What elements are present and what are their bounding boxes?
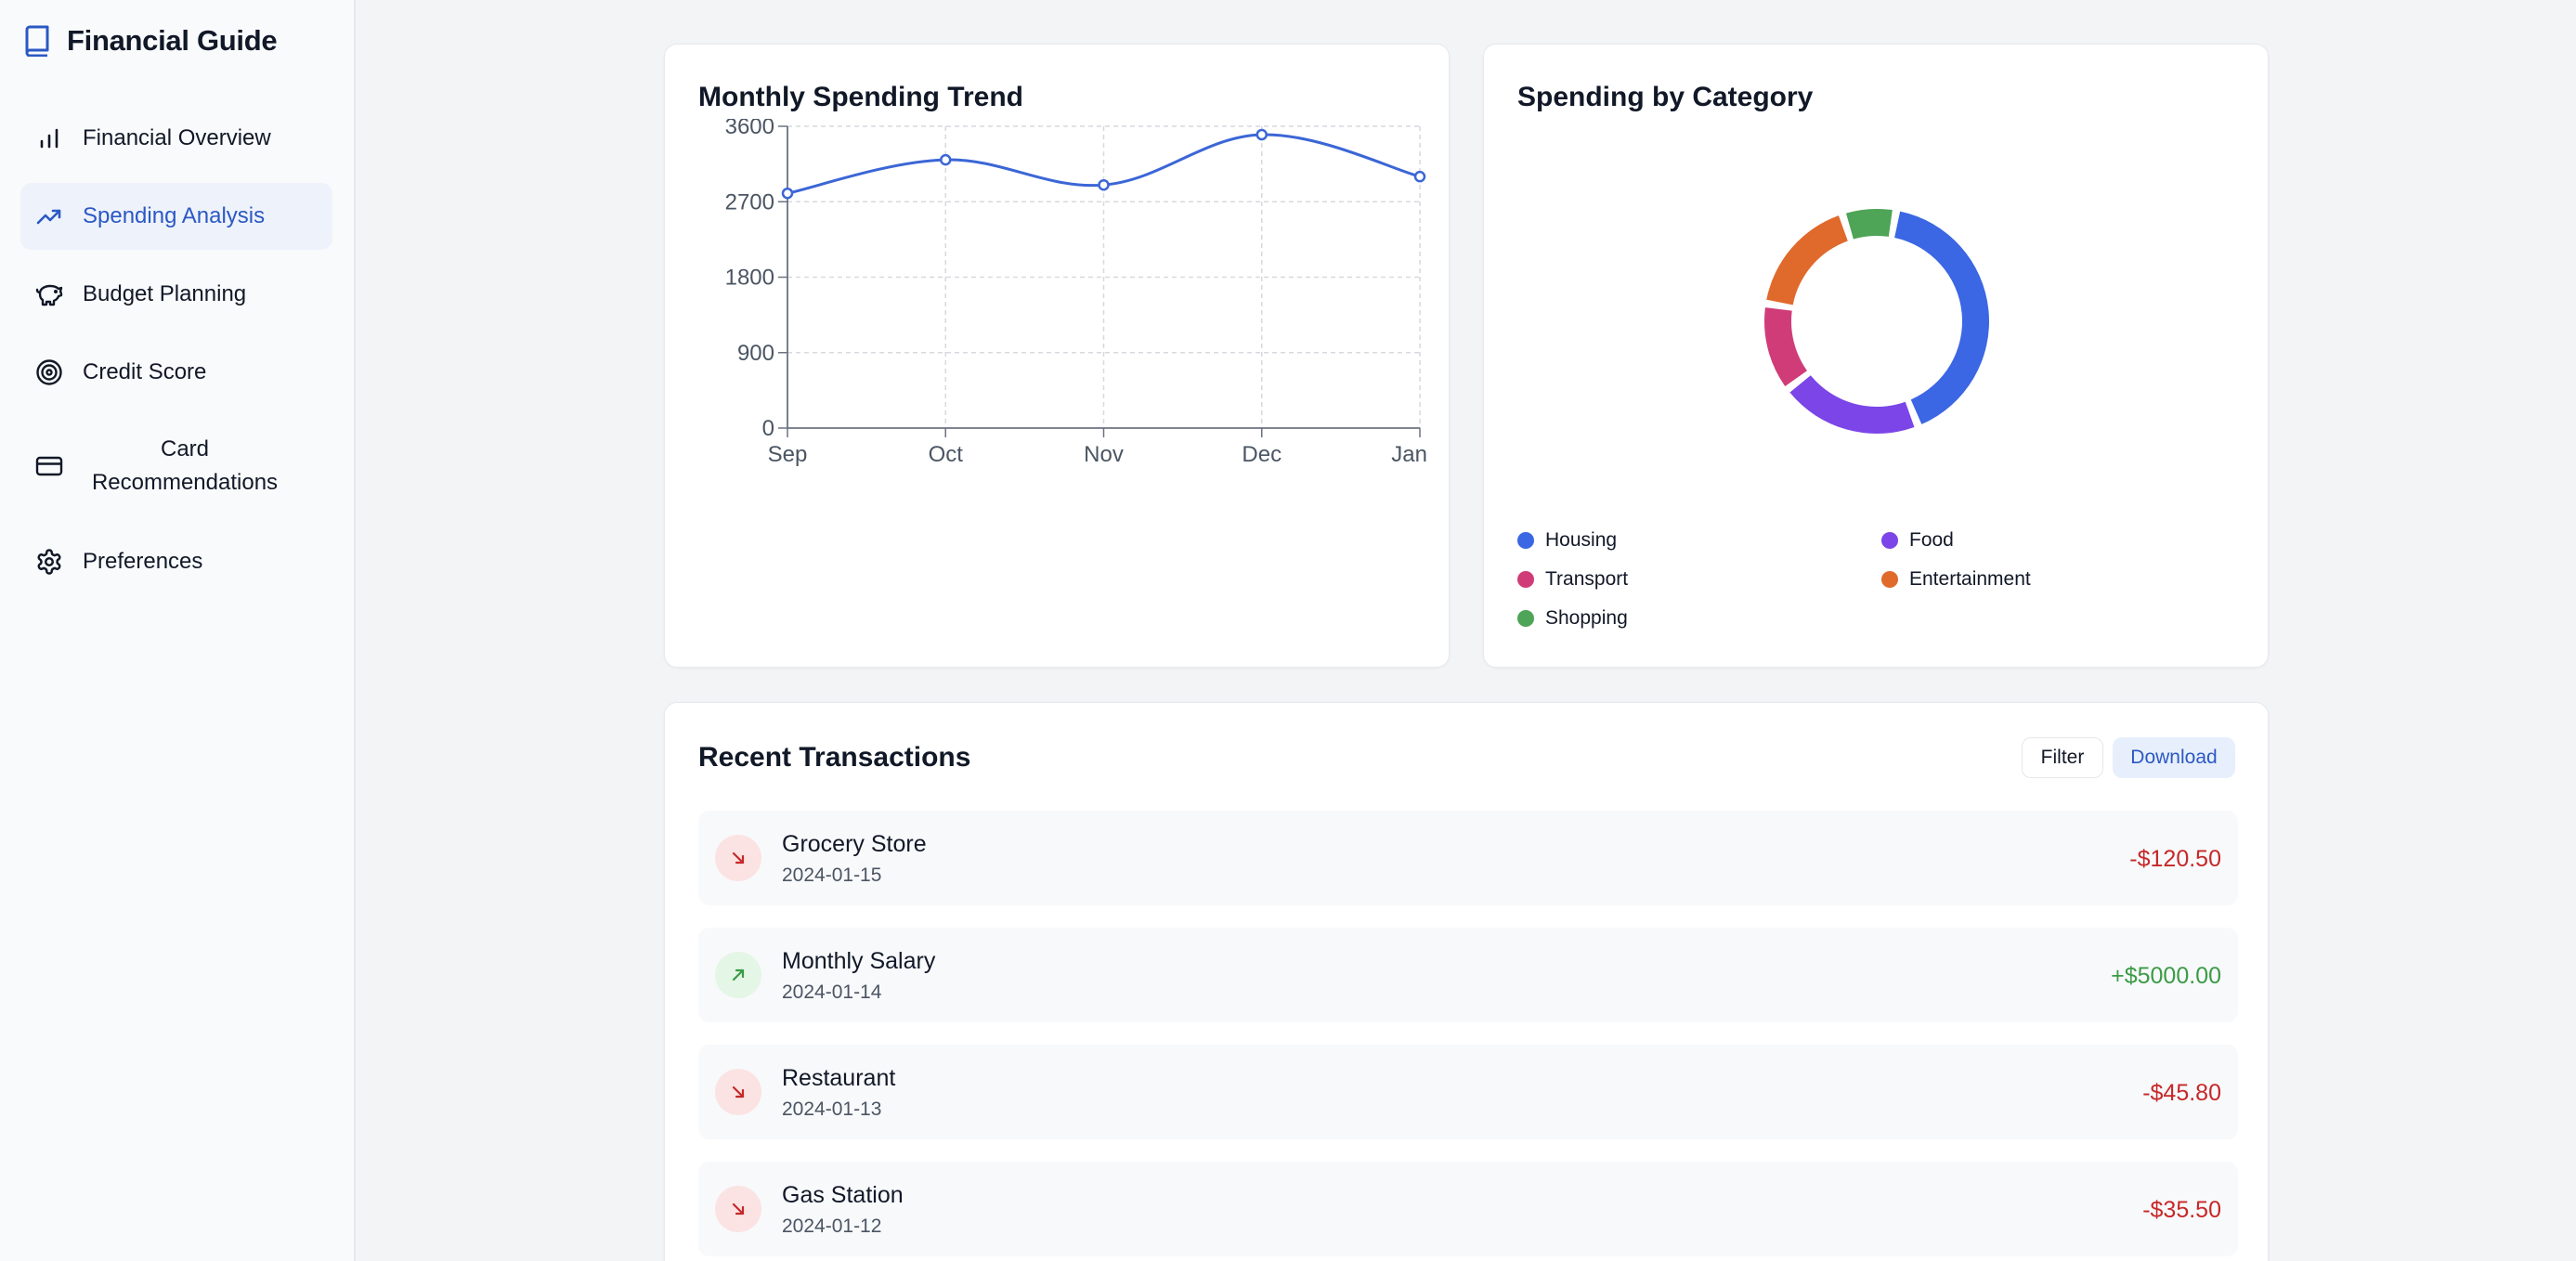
legend-label: Housing <box>1545 529 1618 551</box>
sidebar-item-label: Card Recommendations <box>91 436 279 495</box>
sidebar-item-budget-planning[interactable]: Budget Planning <box>20 271 332 318</box>
card-title: Spending by Category <box>1517 82 1814 112</box>
transaction-row[interactable]: Gas Station 2024-01-12 -$35.50 <box>698 1162 2238 1256</box>
brand: Financial Guide <box>24 20 278 61</box>
data-point[interactable] <box>1413 170 1426 183</box>
credit-card-icon <box>35 452 63 480</box>
legend-swatch <box>1881 532 1898 549</box>
transaction-name: Restaurant <box>782 1065 896 1091</box>
x-tick-label: Jan <box>1391 442 1427 467</box>
target-icon <box>35 358 63 386</box>
y-tick-label: 1800 <box>725 266 774 291</box>
y-tick-label: 0 <box>762 416 774 441</box>
donut-chart <box>1764 209 1989 435</box>
spending-trend-card: Monthly Spending Trend 0 900 1800 2700 3600 S… <box>664 44 1450 668</box>
gear-icon <box>35 548 63 576</box>
transaction-date: 2024-01-14 <box>782 982 882 1003</box>
card-title: Recent Transactions <box>698 742 971 773</box>
data-point[interactable] <box>1255 128 1268 141</box>
data-point[interactable] <box>940 153 952 166</box>
transaction-name: Monthly Salary <box>782 948 936 974</box>
donut-slice-housing[interactable] <box>1894 211 1989 424</box>
x-tick-label: Nov <box>1084 442 1124 467</box>
legend-item-transport: Transport <box>1517 568 1628 591</box>
legend-swatch <box>1517 571 1534 588</box>
sidebar-item-card-recommendations[interactable]: Card Recommendations <box>20 427 332 505</box>
sidebar-item-label: Spending Analysis <box>83 203 266 228</box>
sidebar-item-spending-analysis[interactable]: Spending Analysis <box>20 183 332 250</box>
sidebar-item-financial-overview[interactable]: Financial Overview <box>20 115 332 162</box>
legend-swatch <box>1517 610 1534 627</box>
transaction-date: 2024-01-13 <box>782 1098 882 1120</box>
legend-item-food: Food <box>1881 529 1954 552</box>
filter-button[interactable]: Filter <box>2022 737 2103 778</box>
sidebar-item-label: Credit Score <box>83 359 207 384</box>
donut-slice-transport[interactable] <box>1764 307 1807 386</box>
arrow-down-right-icon <box>715 1186 761 1232</box>
legend-swatch <box>1517 532 1534 549</box>
sidebar-item-label: Financial Overview <box>83 125 271 150</box>
transaction-name: Gas Station <box>782 1182 904 1208</box>
sidebar-item-label: Budget Planning <box>83 281 247 306</box>
download-button[interactable]: Download <box>2113 737 2235 778</box>
line-chart: 0 900 1800 2700 3600 Sep Oct Nov Dec Jan <box>725 119 1427 467</box>
card-title: Monthly Spending Trend <box>698 82 1023 112</box>
legend-label: Transport <box>1545 568 1629 590</box>
y-tick-label: 2700 <box>725 189 774 214</box>
piggy-bank-icon <box>35 280 63 308</box>
y-tick-label: 900 <box>737 341 774 366</box>
arrow-down-right-icon <box>715 835 761 881</box>
sidebar-item-preferences[interactable]: Preferences <box>20 539 332 585</box>
transaction-date: 2024-01-15 <box>782 864 882 886</box>
legend-item-entertainment: Entertainment <box>1881 568 2031 591</box>
donut-slice-shopping[interactable] <box>1845 209 1893 240</box>
x-tick-label: Oct <box>929 442 964 467</box>
category-card: Spending by Category Housing Food Transp… <box>1483 44 2269 668</box>
transaction-amount: -$45.80 <box>2142 1080 2221 1106</box>
sidebar-item-credit-score[interactable]: Credit Score <box>20 349 332 396</box>
arrow-down-right-icon <box>715 1069 761 1115</box>
data-point[interactable] <box>781 187 794 200</box>
data-point[interactable] <box>1098 178 1110 191</box>
donut-slice-entertainment[interactable] <box>1766 215 1848 306</box>
transaction-row[interactable]: Restaurant 2024-01-13 -$45.80 <box>698 1045 2238 1139</box>
x-tick-label: Sep <box>768 442 808 467</box>
trending-up-icon <box>35 202 63 230</box>
transaction-amount: -$35.50 <box>2142 1197 2221 1223</box>
legend-label: Entertainment <box>1909 568 2031 590</box>
sidebar: Financial Guide Financial Overview Spend… <box>0 0 356 1261</box>
transactions-card: Recent Transactions Filter Download Groc… <box>664 702 2269 1261</box>
sidebar-item-label: Preferences <box>83 549 203 574</box>
y-tick-label: 3600 <box>725 119 774 139</box>
app-title: Financial Guide <box>67 24 278 57</box>
transaction-row[interactable]: Grocery Store 2024-01-15 -$120.50 <box>698 811 2238 905</box>
transaction-date: 2024-01-12 <box>782 1216 882 1237</box>
transaction-amount: -$120.50 <box>2129 846 2221 872</box>
transaction-name: Grocery Store <box>782 831 927 857</box>
book-icon <box>24 25 52 57</box>
legend-label: Food <box>1909 529 1954 551</box>
bar-chart-icon <box>35 124 63 152</box>
donut-slice-food[interactable] <box>1789 375 1915 435</box>
legend-item-shopping: Shopping <box>1517 607 1628 630</box>
legend-item-housing: Housing <box>1517 529 1617 552</box>
arrow-up-right-icon <box>715 952 761 998</box>
legend-label: Shopping <box>1545 607 1628 629</box>
x-tick-label: Dec <box>1242 442 1281 467</box>
legend-swatch <box>1881 571 1898 588</box>
transaction-row[interactable]: Monthly Salary 2024-01-14 +$5000.00 <box>698 928 2238 1022</box>
transaction-amount: +$5000.00 <box>2111 963 2221 989</box>
